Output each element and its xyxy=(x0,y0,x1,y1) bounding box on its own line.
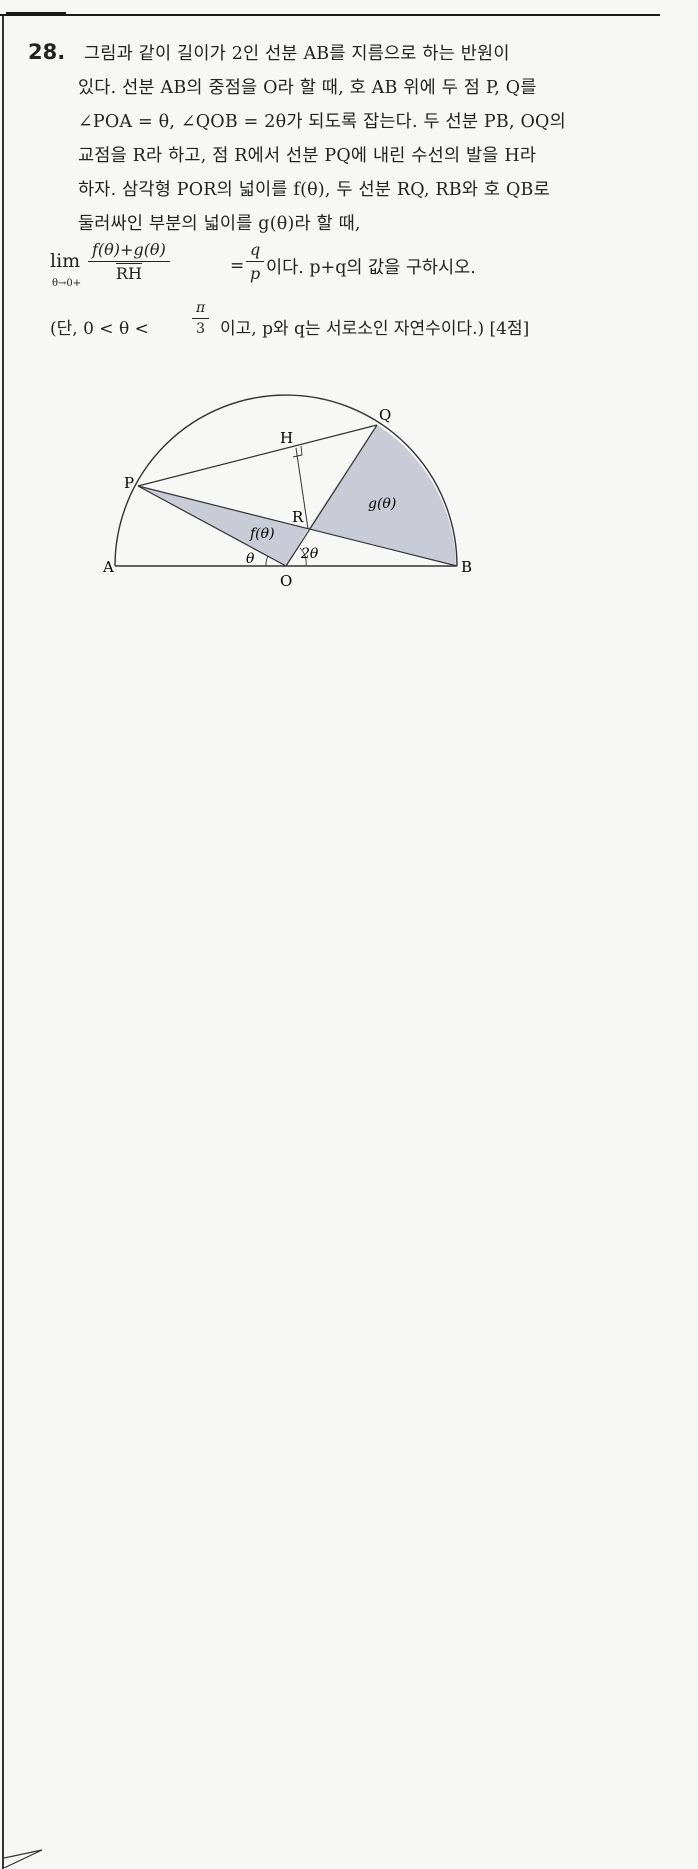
label-P: P xyxy=(124,474,134,492)
fraction-bar xyxy=(88,261,170,262)
lim-word: lim xyxy=(50,250,81,272)
limit-fraction: f(θ)+g(θ) RH xyxy=(88,240,170,283)
condition-suffix: 이고, p와 q는 서로소인 자연수이다.) [4점] xyxy=(220,319,530,339)
problem-line-3: ∠POA = θ, ∠QOB = 2θ가 되도록 잡는다. 두 선분 PB, O… xyxy=(78,112,566,132)
problem-line-4: 교점을 R라 하고, 점 R에서 선분 PQ에 내린 수선의 발을 H라 xyxy=(78,146,537,166)
pi-denominator: 3 xyxy=(196,321,206,337)
theta-arc xyxy=(265,555,269,567)
label-Q: Q xyxy=(379,406,391,424)
header-rule xyxy=(0,14,660,16)
semicircle-arc xyxy=(114,394,458,567)
pi-fraction-bar xyxy=(192,318,210,319)
lim-subscript: θ→0+ xyxy=(52,278,82,289)
pi-over-3: π 3 xyxy=(192,300,210,337)
condition-prefix: (단, 0 < θ < xyxy=(50,319,149,339)
f-region xyxy=(138,486,308,566)
header-rule-fragment xyxy=(6,0,66,15)
label-two-theta: 2θ xyxy=(300,546,319,562)
label-R: R xyxy=(292,508,304,526)
label-H: H xyxy=(280,429,293,447)
g-region xyxy=(308,425,456,566)
two-theta-arc xyxy=(299,547,307,567)
label-A: A xyxy=(102,558,114,576)
equals-sign: = xyxy=(230,256,245,276)
rhs-fraction-bar xyxy=(246,261,265,262)
segment-OQ xyxy=(285,424,378,567)
label-O: O xyxy=(280,572,292,590)
segment-PQ xyxy=(137,424,378,487)
limit-expression: lim θ→0+ f(θ)+g(θ) RH = q p 이다. p+q의 값을 … xyxy=(50,240,650,296)
problem-line-1: 그림과 같이 길이가 2인 선분 AB를 지름으로 하는 반원이 xyxy=(84,44,510,64)
right-angle-mark xyxy=(292,445,303,458)
limit-tail: 이다. p+q의 값을 구하시오. xyxy=(266,258,476,278)
condition-line: (단, 0 < θ < π 3 이고, p와 q는 서로소인 자연수이다.) [… xyxy=(50,300,670,350)
semicircle-figure: A B O P Q R H f(θ) g(θ) θ 2θ xyxy=(102,394,472,590)
label-B: B xyxy=(461,558,472,576)
label-f-theta: f(θ) xyxy=(249,526,275,542)
left-margin-rule xyxy=(2,16,4,1869)
rhs-denominator: p xyxy=(250,264,261,283)
limit-denominator: RH xyxy=(115,264,142,283)
segment-PO xyxy=(137,485,287,567)
problem-line-2: 있다. 선분 AB의 중점을 O라 할 때, 호 AB 위에 두 점 P, Q를 xyxy=(78,78,537,98)
problem-line-5: 하자. 삼각형 POR의 넓이를 f(θ), 두 선분 RQ, RB와 호 QB… xyxy=(78,180,550,200)
label-theta: θ xyxy=(246,551,255,567)
label-g-theta: g(θ) xyxy=(368,496,396,512)
rhs-numerator: q xyxy=(250,240,261,259)
page-corner-mark xyxy=(4,1849,43,1868)
limit-numerator: f(θ)+g(θ) xyxy=(92,240,166,259)
segment-PB xyxy=(137,485,458,567)
problem-number: 28. xyxy=(28,40,66,64)
segment-RH xyxy=(295,447,309,530)
rhs-fraction: q p xyxy=(246,240,265,283)
pi-numerator: π xyxy=(196,300,206,316)
problem-line-6: 둘러싸인 부분의 넓이를 g(θ)라 할 때, xyxy=(78,214,361,234)
